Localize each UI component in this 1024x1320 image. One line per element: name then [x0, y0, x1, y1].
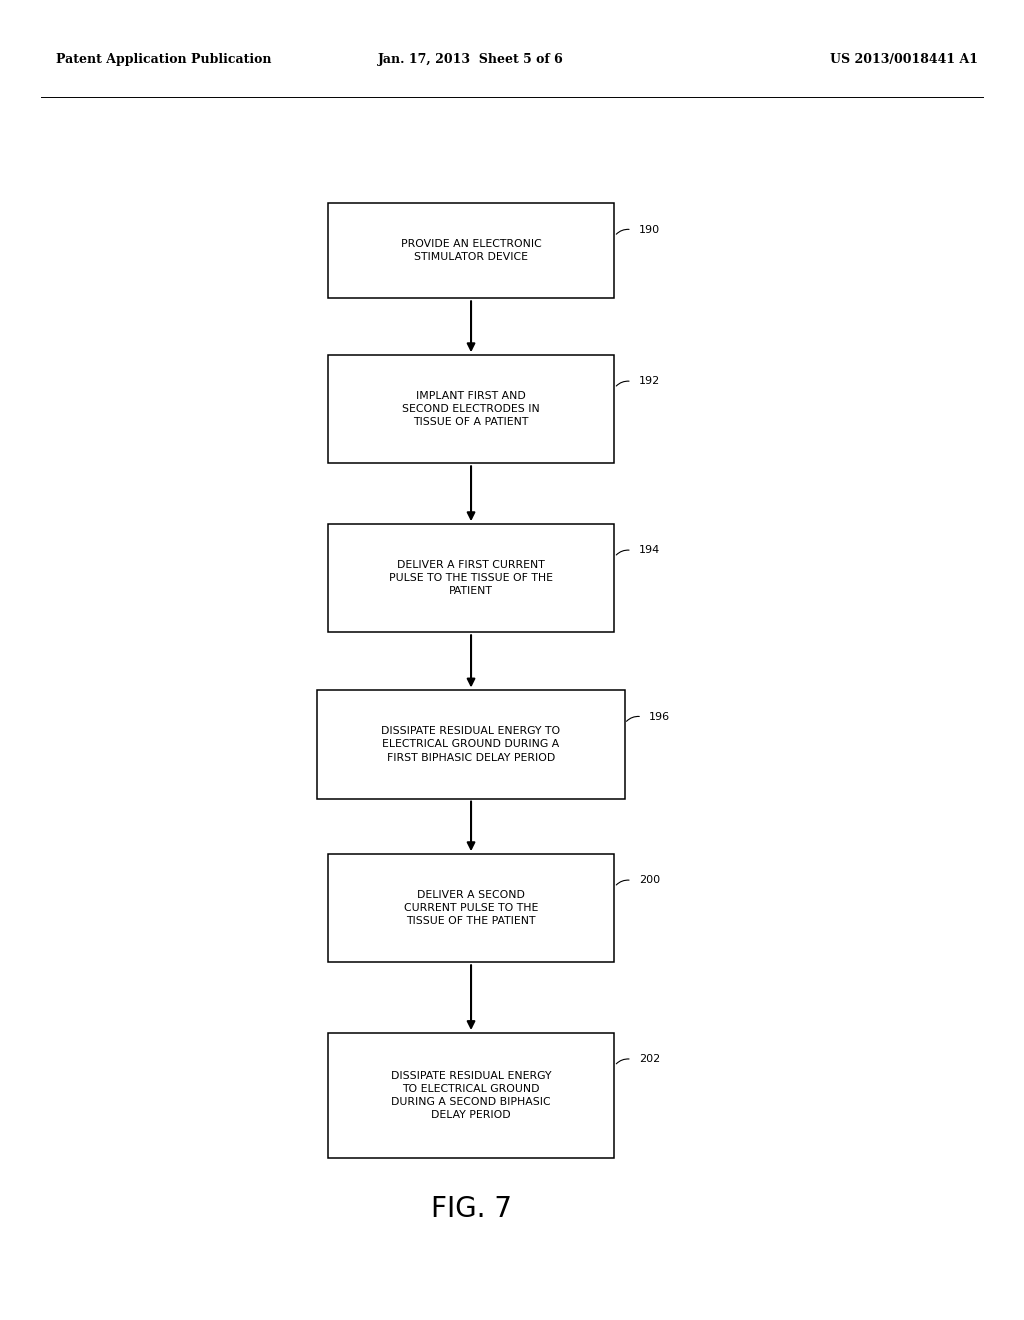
Text: DISSIPATE RESIDUAL ENERGY
TO ELECTRICAL GROUND
DURING A SECOND BIPHASIC
DELAY PE: DISSIPATE RESIDUAL ENERGY TO ELECTRICAL … [391, 1071, 551, 1121]
Text: DISSIPATE RESIDUAL ENERGY TO
ELECTRICAL GROUND DURING A
FIRST BIPHASIC DELAY PER: DISSIPATE RESIDUAL ENERGY TO ELECTRICAL … [382, 726, 560, 763]
Text: 202: 202 [639, 1055, 660, 1064]
Bar [328, 524, 614, 632]
Text: 194: 194 [639, 545, 660, 556]
Bar [328, 355, 614, 463]
Text: 196: 196 [649, 711, 671, 722]
Text: 190: 190 [639, 224, 660, 235]
Text: Patent Application Publication: Patent Application Publication [56, 53, 271, 66]
Bar [328, 203, 614, 298]
Bar [328, 1032, 614, 1159]
Bar [317, 690, 625, 799]
Text: US 2013/0018441 A1: US 2013/0018441 A1 [829, 53, 978, 66]
Bar [328, 854, 614, 962]
Text: DELIVER A SECOND
CURRENT PULSE TO THE
TISSUE OF THE PATIENT: DELIVER A SECOND CURRENT PULSE TO THE TI… [403, 890, 539, 927]
Text: FIG. 7: FIG. 7 [430, 1195, 512, 1224]
Text: PROVIDE AN ELECTRONIC
STIMULATOR DEVICE: PROVIDE AN ELECTRONIC STIMULATOR DEVICE [400, 239, 542, 263]
Text: IMPLANT FIRST AND
SECOND ELECTRODES IN
TISSUE OF A PATIENT: IMPLANT FIRST AND SECOND ELECTRODES IN T… [402, 391, 540, 428]
Text: DELIVER A FIRST CURRENT
PULSE TO THE TISSUE OF THE
PATIENT: DELIVER A FIRST CURRENT PULSE TO THE TIS… [389, 560, 553, 597]
Text: 192: 192 [639, 376, 660, 387]
Text: Jan. 17, 2013  Sheet 5 of 6: Jan. 17, 2013 Sheet 5 of 6 [378, 53, 564, 66]
Text: 200: 200 [639, 875, 660, 886]
